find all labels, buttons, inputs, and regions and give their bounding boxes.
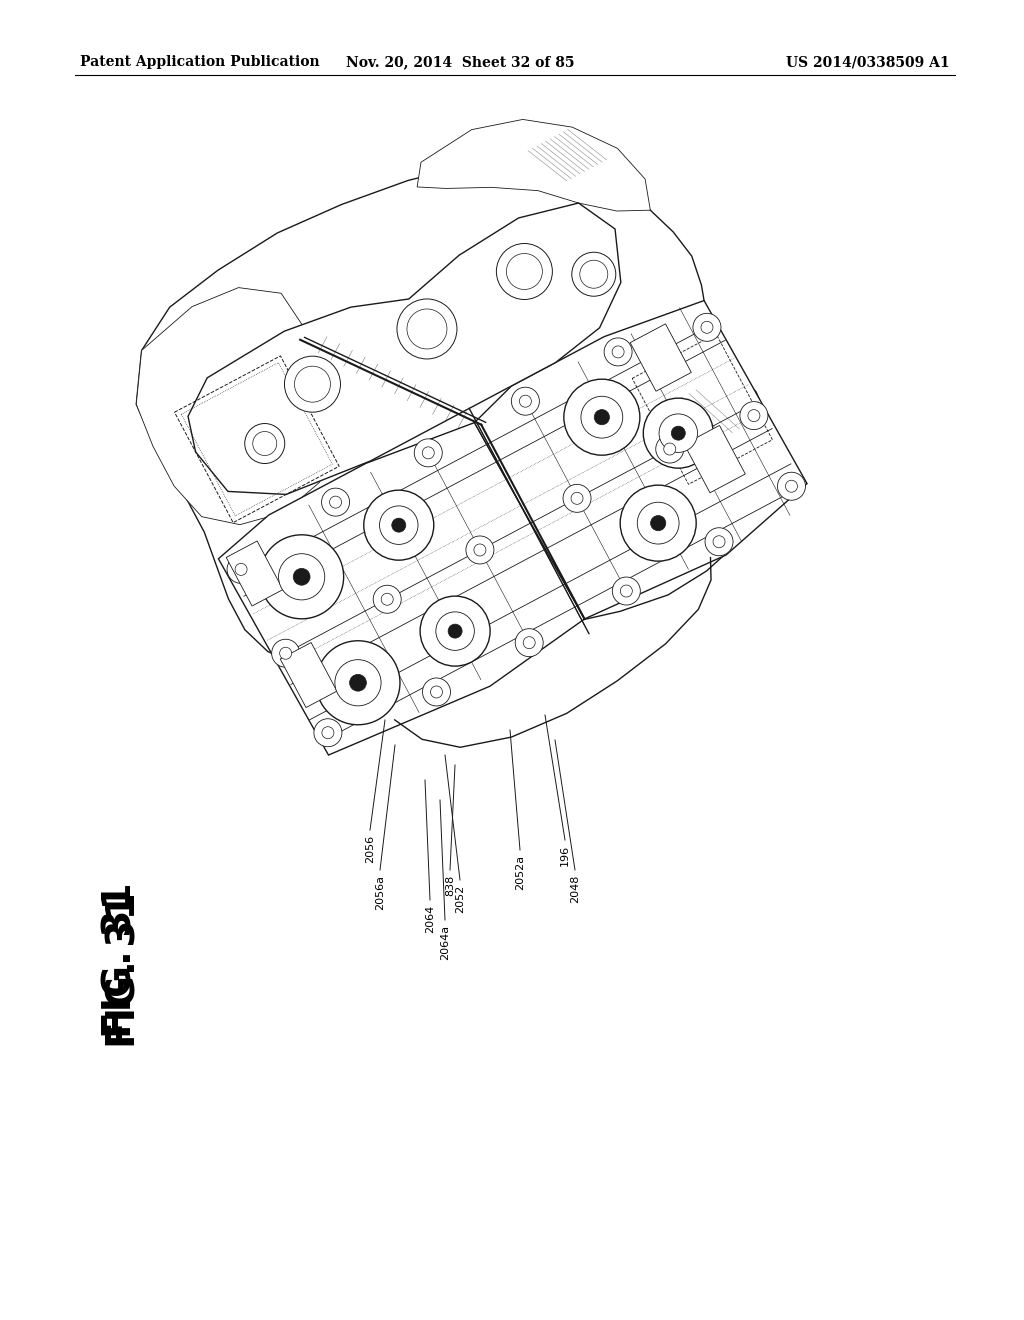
Text: US 2014/0338509 A1: US 2014/0338509 A1 (786, 55, 950, 69)
Polygon shape (188, 203, 621, 495)
Circle shape (314, 718, 342, 747)
Circle shape (349, 675, 367, 692)
Text: 2048: 2048 (570, 875, 580, 903)
Circle shape (392, 519, 406, 532)
Circle shape (422, 447, 434, 459)
Circle shape (515, 628, 543, 656)
Circle shape (436, 612, 474, 651)
Circle shape (466, 536, 494, 564)
Circle shape (253, 432, 276, 455)
Polygon shape (281, 643, 337, 708)
Circle shape (423, 678, 451, 706)
Circle shape (497, 243, 552, 300)
Circle shape (381, 593, 393, 606)
Text: 2056: 2056 (365, 836, 375, 863)
Circle shape (655, 436, 684, 463)
Circle shape (604, 338, 632, 366)
Text: 2052: 2052 (455, 884, 465, 913)
Circle shape (380, 506, 418, 544)
Circle shape (420, 597, 490, 667)
Circle shape (245, 424, 285, 463)
Circle shape (706, 528, 733, 556)
Circle shape (571, 252, 615, 296)
Text: 2052a: 2052a (515, 855, 525, 890)
Circle shape (415, 438, 442, 467)
Circle shape (785, 480, 798, 492)
Circle shape (777, 473, 806, 500)
Circle shape (236, 564, 247, 576)
Circle shape (280, 647, 292, 659)
Circle shape (672, 426, 685, 440)
Circle shape (260, 535, 344, 619)
Circle shape (511, 387, 540, 416)
Polygon shape (218, 422, 585, 755)
Circle shape (594, 409, 609, 425)
Text: 2056a: 2056a (375, 875, 385, 909)
Circle shape (335, 660, 381, 706)
Text: 838: 838 (445, 875, 455, 896)
Circle shape (612, 346, 624, 358)
Text: FIG. 31: FIG. 31 (101, 882, 139, 1038)
Circle shape (713, 536, 725, 548)
Polygon shape (630, 323, 691, 391)
Circle shape (740, 401, 768, 429)
Polygon shape (474, 301, 807, 619)
Circle shape (449, 624, 462, 638)
Circle shape (659, 414, 697, 453)
Circle shape (650, 516, 666, 531)
Polygon shape (684, 425, 745, 492)
Circle shape (322, 727, 334, 739)
Circle shape (693, 313, 721, 342)
Circle shape (621, 486, 696, 561)
Circle shape (407, 309, 446, 348)
Circle shape (523, 636, 536, 648)
Circle shape (271, 639, 300, 667)
Polygon shape (136, 288, 334, 524)
Circle shape (612, 577, 640, 605)
Circle shape (507, 253, 543, 289)
Circle shape (295, 366, 331, 403)
Circle shape (285, 356, 340, 412)
Circle shape (580, 260, 608, 288)
Text: Patent Application Publication: Patent Application Publication (80, 55, 319, 69)
Text: 2064: 2064 (425, 906, 435, 933)
Circle shape (293, 569, 310, 585)
Circle shape (430, 686, 442, 698)
Circle shape (279, 553, 325, 599)
Circle shape (316, 640, 400, 725)
Circle shape (564, 379, 640, 455)
Circle shape (664, 444, 676, 455)
Circle shape (581, 396, 623, 438)
Circle shape (373, 585, 401, 614)
Polygon shape (136, 164, 775, 671)
Circle shape (330, 496, 342, 508)
Circle shape (227, 556, 255, 583)
Circle shape (519, 395, 531, 407)
Circle shape (637, 502, 679, 544)
Circle shape (364, 490, 434, 560)
Circle shape (571, 492, 583, 504)
Text: 2064a: 2064a (440, 925, 450, 960)
Polygon shape (226, 541, 283, 606)
Circle shape (748, 409, 760, 421)
Circle shape (563, 484, 591, 512)
Polygon shape (417, 119, 650, 211)
Circle shape (621, 585, 633, 597)
Text: 196: 196 (560, 845, 570, 866)
Text: Nov. 20, 2014  Sheet 32 of 85: Nov. 20, 2014 Sheet 32 of 85 (346, 55, 574, 69)
Text: FIG. 31: FIG. 31 (106, 892, 144, 1048)
Circle shape (474, 544, 486, 556)
Circle shape (397, 298, 457, 359)
Circle shape (701, 321, 713, 334)
Circle shape (322, 488, 349, 516)
Circle shape (643, 399, 714, 469)
